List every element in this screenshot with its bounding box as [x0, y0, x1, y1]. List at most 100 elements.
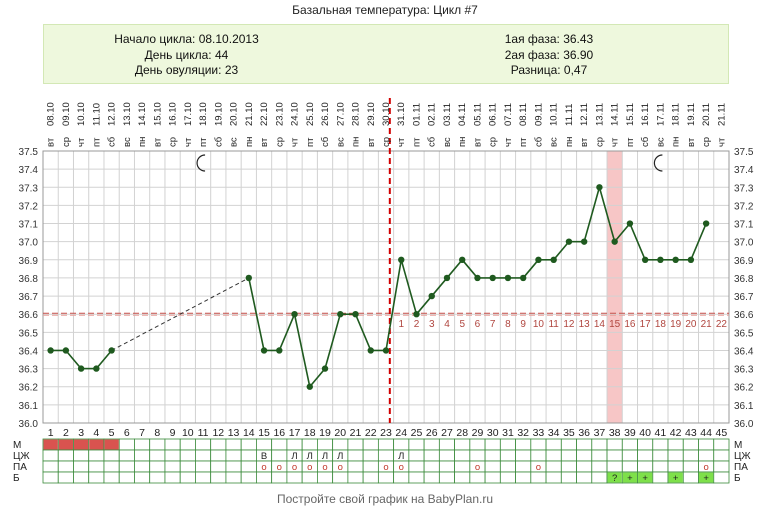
date-label: 17.11 — [655, 103, 666, 126]
row-cell — [454, 449, 471, 462]
row-cell-mark: о — [338, 462, 343, 473]
temp-segment — [278, 313, 296, 351]
row-cell — [484, 438, 501, 451]
row-cell — [652, 449, 669, 462]
row-cell — [149, 460, 166, 473]
row-cell — [438, 460, 456, 473]
cycle-day-number: 17 — [289, 427, 301, 439]
row-cell — [210, 460, 227, 473]
temp-point — [672, 256, 679, 263]
temp-segment — [309, 368, 326, 388]
cycle-day-number: 15 — [258, 427, 270, 439]
row-cell — [256, 438, 273, 451]
row-cell-fill — [89, 439, 104, 450]
date-label: 02.11 — [427, 103, 438, 126]
temp-segment — [248, 277, 265, 351]
cycle-info-panel: Начало цикла: 08.10.2013 День цикла: 44 … — [43, 24, 729, 84]
temp-point — [520, 274, 527, 282]
cycle-day-number: 32 — [517, 427, 529, 439]
temp-point — [580, 238, 588, 245]
row-cell-mark: Л — [337, 451, 343, 462]
row-label-right: ПА — [734, 462, 748, 473]
footer-link[interactable]: Постройте свой график на BabyPlan.ru — [276, 492, 494, 506]
row-cell — [195, 449, 212, 462]
temp-point — [367, 347, 374, 354]
row-cell — [377, 471, 395, 484]
row-cell — [576, 449, 593, 462]
weekday-label: вт — [366, 137, 377, 147]
cycle-day-number: 44 — [700, 427, 712, 439]
date-label: 16.10 — [168, 102, 179, 126]
row-cell — [438, 438, 456, 451]
row-cell — [499, 449, 516, 462]
highlight-column — [607, 151, 623, 423]
row-cell — [454, 460, 471, 473]
cycle-day-number: 25 — [411, 427, 423, 439]
row-cell — [179, 471, 196, 484]
temp-point — [306, 383, 313, 390]
row-cell — [149, 438, 166, 451]
weekday-label: пн — [137, 137, 148, 147]
row-cell — [347, 438, 364, 451]
row-cell — [88, 449, 105, 462]
row-cell — [484, 449, 501, 462]
row-cell — [713, 438, 730, 451]
row-cell — [682, 449, 699, 462]
row-cell — [469, 438, 486, 451]
row-cell-mark: Л — [322, 451, 328, 462]
temp-point — [641, 256, 649, 263]
y-tick-label-right: 37.5 — [734, 147, 754, 158]
row-cell — [164, 438, 181, 451]
date-label: 21.10 — [244, 102, 255, 126]
phase2-line: 2ая фаза: 36.90 — [504, 47, 594, 62]
y-tick-label-left: 36.5 — [19, 328, 39, 339]
row-cell — [316, 471, 334, 484]
row-cell-fill — [607, 472, 622, 483]
row-cell — [667, 449, 684, 462]
luteal-day-label: 1 — [398, 319, 404, 330]
row-cell — [423, 449, 440, 462]
weekday-label: чт — [183, 137, 194, 147]
cycle-day-number: 6 — [124, 427, 130, 439]
row-cell — [652, 471, 669, 484]
temp-segment — [629, 223, 646, 261]
y-tick-label-left: 36.9 — [19, 256, 39, 267]
row-cell — [423, 438, 440, 451]
temp-point — [459, 256, 466, 263]
luteal-day-label: 21 — [701, 319, 713, 330]
cycle-day-number: 1 — [48, 427, 54, 439]
row-cell-mark: о — [322, 462, 327, 473]
date-label: 31.10 — [396, 102, 407, 126]
row-cell-mark: + — [673, 473, 679, 484]
y-tick-label-right: 37.4 — [734, 165, 754, 176]
temp-segment — [446, 259, 463, 279]
row-cell — [637, 460, 654, 473]
row-cell — [454, 438, 471, 451]
row-cell — [667, 438, 684, 451]
row-cell — [591, 449, 608, 462]
row-cell — [652, 438, 669, 451]
row-cell — [271, 449, 288, 462]
cycle-day-number: 39 — [624, 427, 636, 439]
temp-point — [443, 274, 451, 282]
weekday-label: ср — [381, 137, 392, 147]
temp-point — [428, 292, 435, 300]
row-cell — [347, 449, 364, 462]
date-label: 20.11 — [701, 103, 712, 126]
row-cell-mark: о — [383, 462, 388, 473]
gap-segment — [111, 277, 250, 351]
date-label: 16.11 — [640, 103, 651, 126]
row-cell — [88, 460, 105, 473]
difference-line: Разница: 0,47 — [510, 63, 588, 77]
temp-point — [337, 311, 344, 318]
date-label: 28.10 — [351, 102, 362, 126]
row-cell-mark: о — [292, 462, 297, 473]
temp-point — [413, 311, 420, 318]
row-cell — [682, 460, 699, 473]
row-cell — [210, 471, 227, 484]
date-label: 26.10 — [320, 102, 331, 126]
date-label: 11.11 — [564, 104, 575, 126]
row-cell — [621, 438, 638, 451]
temp-segment — [293, 314, 311, 387]
date-label: 04.11 — [457, 103, 468, 126]
